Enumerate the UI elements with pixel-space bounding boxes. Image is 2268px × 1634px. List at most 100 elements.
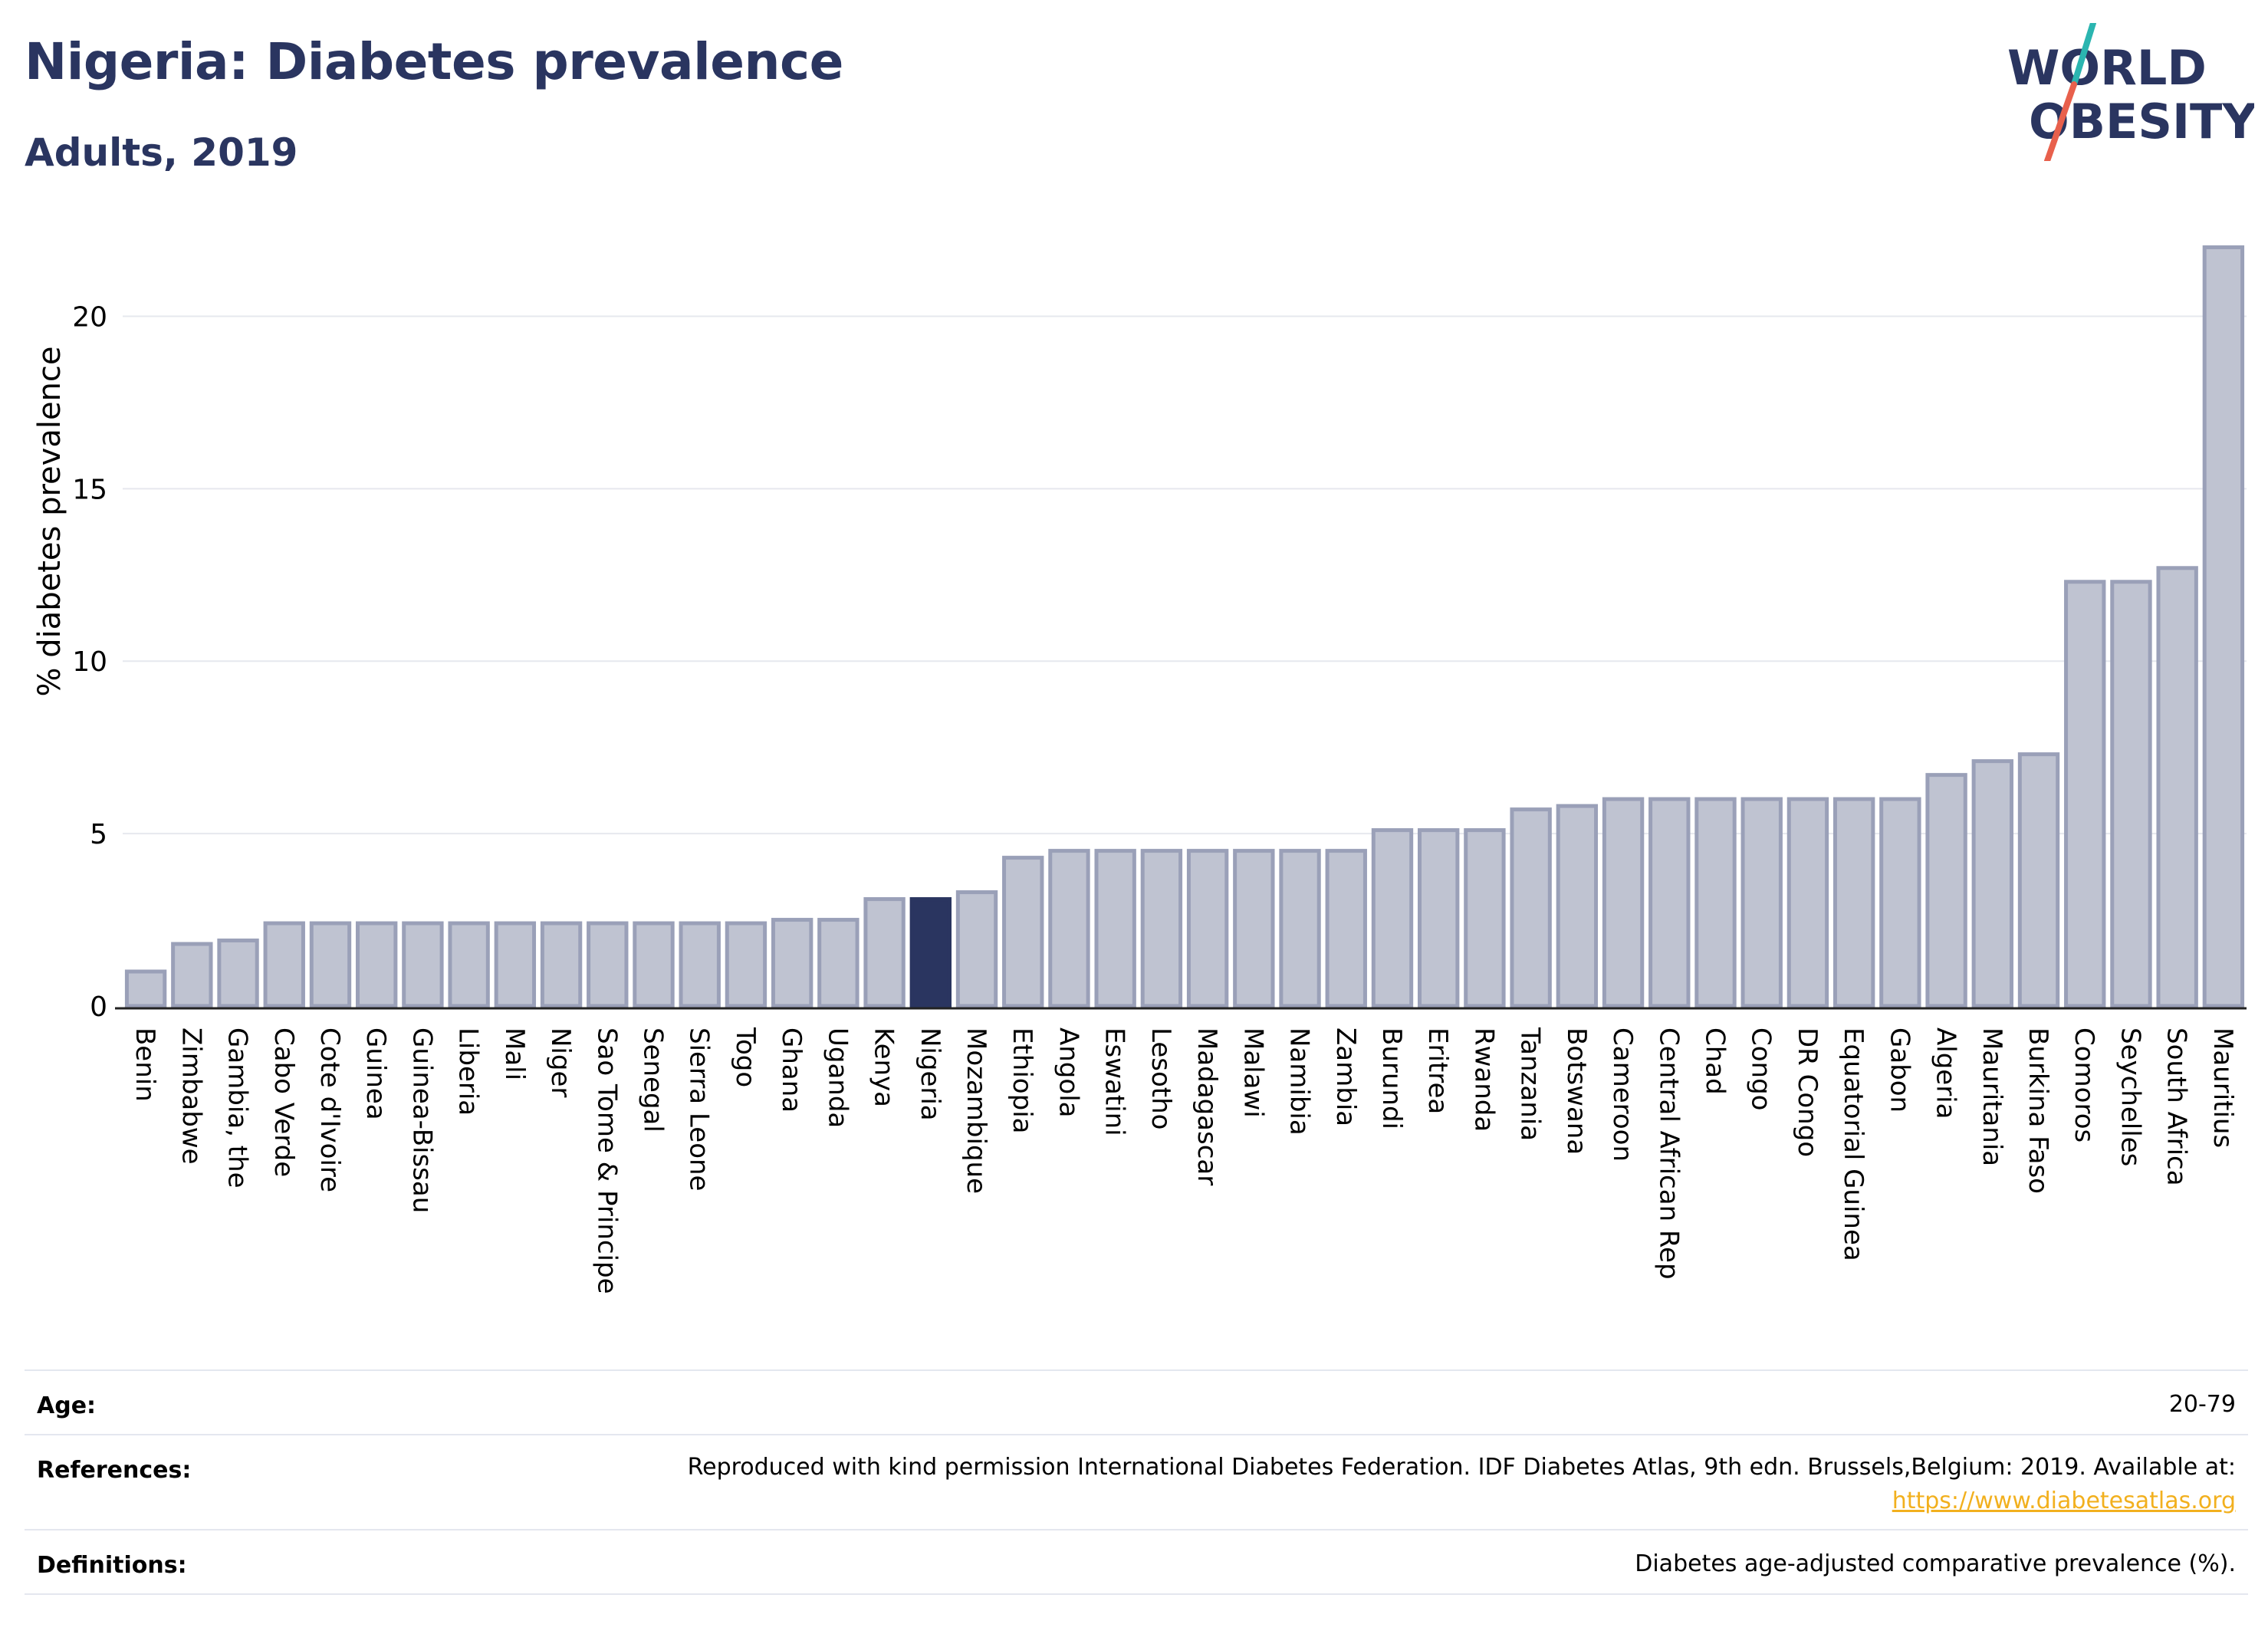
x-tick-label: Mauritania	[1977, 1027, 2007, 1166]
y-axis-label: % diabetes prevalence	[32, 346, 67, 697]
bar-mali	[494, 921, 537, 1008]
bar-seychelles	[2110, 580, 2152, 1008]
x-tick-label: Botswana	[1561, 1027, 1592, 1155]
references-link[interactable]: https://www.diabetesatlas.org	[1892, 1488, 2236, 1514]
x-tick-label: DR Congo	[1792, 1027, 1823, 1157]
x-tick-label: Mali	[499, 1027, 530, 1080]
x-tick-label: Guinea	[360, 1027, 391, 1120]
x-tick-label: Sao Tome & Principe	[591, 1027, 622, 1294]
bar-mauritania	[1971, 759, 2013, 1008]
bar-zimbabwe	[171, 942, 213, 1008]
x-tick-label: Algeria	[1931, 1027, 1961, 1119]
x-tick-label: Niger	[545, 1027, 576, 1097]
bar-eswatini	[1094, 849, 1136, 1008]
x-tick-label: Namibia	[1284, 1027, 1315, 1136]
logo-slash-top	[2071, 23, 2096, 87]
bar-senegal	[633, 921, 675, 1008]
bar-cote-d-ivoire	[309, 921, 352, 1008]
x-tick-label: Chad	[1700, 1027, 1731, 1095]
x-tick-label: Madagascar	[1192, 1027, 1222, 1185]
bar-cameroon	[1602, 797, 1645, 1008]
x-tick-label: Senegal	[638, 1027, 669, 1133]
world-obesity-logo: WORLD OBESITY	[2007, 23, 2254, 161]
bar-dr-congo	[1786, 797, 1829, 1008]
bar-series	[124, 245, 2245, 1008]
x-tick-label: Kenya	[869, 1027, 899, 1107]
references-text: Reproduced with kind permission Internat…	[687, 1454, 2236, 1481]
bar-benin	[124, 969, 167, 1008]
bar-angola	[1048, 849, 1090, 1008]
bar-ethiopia	[1002, 856, 1044, 1008]
definitions-label: Definitions:	[37, 1552, 187, 1579]
x-tick-label: Mauritius	[2207, 1027, 2238, 1148]
y-tick-label: 15	[72, 474, 107, 505]
info-table-bottom-border	[25, 1593, 2248, 1595]
x-tick-label: Uganda	[822, 1027, 853, 1128]
x-tick-label: Lesotho	[1146, 1027, 1176, 1129]
bar-botswana	[1556, 804, 1599, 1008]
bar-kenya	[863, 897, 906, 1008]
bar-malawi	[1233, 849, 1275, 1008]
bar-mauritius	[2202, 245, 2245, 1008]
x-tick-label: Burundi	[1376, 1027, 1407, 1129]
bar-gabon	[1879, 797, 1921, 1008]
bar-burkina-faso	[2017, 752, 2060, 1008]
x-tick-label: Cameroon	[1607, 1027, 1638, 1162]
definitions-value: Diabetes age-adjusted comparative preval…	[1635, 1550, 2236, 1577]
x-tick-label: Guinea-Bissau	[406, 1027, 437, 1213]
info-row-definitions: Definitions: Diabetes age-adjusted compa…	[25, 1529, 2248, 1595]
page-title: Nigeria: Diabetes prevalence	[25, 32, 843, 91]
bar-comoros	[2064, 580, 2106, 1008]
bar-south-africa	[2156, 566, 2198, 1008]
references-label: References:	[37, 1457, 192, 1484]
x-tick-label: Benin	[130, 1027, 160, 1102]
bar-niger	[540, 921, 583, 1008]
x-tick-label: Togo	[730, 1027, 761, 1087]
bar-tanzania	[1510, 807, 1552, 1008]
x-tick-label: Gambia, the	[222, 1027, 253, 1189]
bar-cabo-verde	[263, 921, 305, 1008]
bar-equatorial-guinea	[1832, 797, 1875, 1008]
logo-text-world: WORLD	[2007, 40, 2207, 96]
x-tick-label: Zimbabwe	[176, 1027, 206, 1165]
bar-chart: 0 5 10 15 20 Benin Zimbabwe Gambia, the Cabo Ve…	[72, 245, 2247, 1294]
bar-ghana	[771, 918, 814, 1008]
references-value: Reproduced with kind permission Internat…	[688, 1451, 2236, 1518]
page-subtitle: Adults, 2019	[25, 130, 298, 175]
x-tick-label: Seychelles	[2115, 1027, 2145, 1166]
bar-sierra-leone	[679, 921, 721, 1008]
bar-namibia	[1279, 849, 1321, 1008]
bar-liberia	[448, 921, 490, 1008]
bar-eritrea	[1418, 828, 1460, 1008]
x-tick-label: Angola	[1053, 1027, 1083, 1117]
grid-layer	[123, 315, 2247, 835]
x-tick-label: Gabon	[1884, 1027, 1915, 1113]
x-tick-label: Cote d'Ivoire	[314, 1027, 345, 1192]
x-tick-label: Equatorial Guinea	[1838, 1027, 1869, 1261]
age-value: 20-79	[2168, 1391, 2236, 1418]
bar-guinea-bissau	[402, 921, 444, 1008]
x-tick-label: Tanzania	[1515, 1027, 1546, 1141]
y-tick-labels: 0 5 10 15 20	[72, 301, 107, 1023]
x-tick-label: Liberia	[453, 1027, 484, 1116]
x-tick-label: Rwanda	[1468, 1027, 1499, 1132]
x-tick-label: Eswatini	[1099, 1027, 1130, 1136]
bar-uganda	[817, 918, 860, 1008]
bar-lesotho	[1140, 849, 1183, 1008]
bar-madagascar	[1186, 849, 1229, 1008]
x-tick-label: Comoros	[2069, 1027, 2099, 1142]
info-row-age: Age: 20-79	[25, 1369, 2248, 1435]
x-tick-label: Eritrea	[1422, 1027, 1453, 1114]
x-tick-label: Ethiopia	[1007, 1027, 1037, 1133]
bar-rwanda	[1464, 828, 1506, 1008]
x-tick-label: Zambia	[1330, 1027, 1361, 1126]
info-row-references: References: Reproduced with kind permiss…	[25, 1434, 2248, 1530]
x-tick-label: Burkina Faso	[2023, 1027, 2053, 1194]
bar-mozambique	[955, 890, 998, 1008]
x-tick-label: Congo	[1746, 1027, 1777, 1110]
bar-zambia	[1325, 849, 1367, 1008]
x-tick-label: Sierra Leone	[684, 1027, 715, 1191]
x-tick-label: Ghana	[776, 1027, 807, 1113]
y-tick-label: 5	[90, 819, 107, 850]
y-tick-label: 0	[90, 991, 107, 1023]
